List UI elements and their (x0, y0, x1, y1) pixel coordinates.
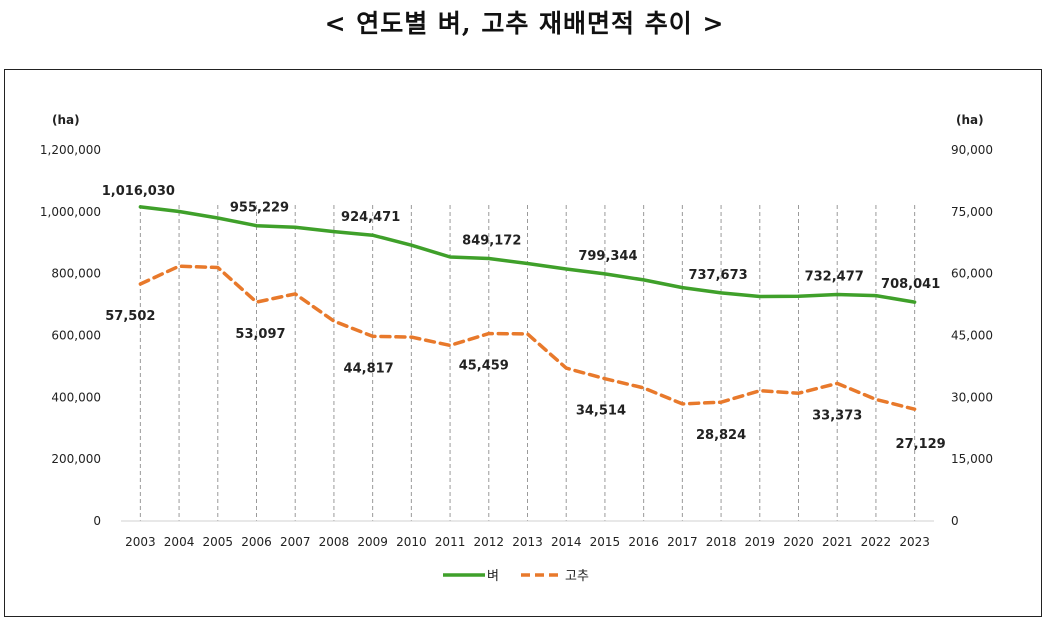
x-tick-label: 2017 (667, 535, 698, 549)
data-label: 33,373 (812, 408, 862, 423)
y-right-unit: (ha) (956, 113, 984, 127)
y-right-tick-label: 0 (951, 514, 959, 528)
data-label: 924,471 (341, 210, 400, 225)
data-label: 849,172 (462, 233, 521, 248)
x-tick-label: 2010 (396, 535, 427, 549)
series-line-pepper (138, 264, 917, 411)
legend-label: 벼 (487, 569, 499, 584)
data-label: 955,229 (230, 201, 289, 216)
x-tick-label: 2006 (241, 535, 272, 549)
y-left-tick-label: 400,000 (51, 390, 101, 404)
x-tick-label: 2022 (861, 535, 892, 549)
data-label: 45,459 (459, 359, 509, 374)
legend-label: 고추 (565, 569, 589, 584)
x-tick-label: 2013 (512, 535, 543, 549)
x-tick-label: 2016 (628, 535, 659, 549)
y-right-tick-label: 45,000 (951, 329, 993, 343)
x-tick-label: 2012 (474, 535, 505, 549)
data-label: 27,129 (896, 437, 946, 452)
y-right-tick-label: 75,000 (951, 205, 993, 219)
y-left-unit: (ha) (52, 113, 80, 127)
y-left-tick-label: 0 (93, 514, 101, 528)
x-tick-label: 2018 (706, 535, 737, 549)
y-left-tick-label: 200,000 (51, 452, 101, 466)
data-label: 799,344 (578, 249, 637, 264)
data-label: 44,817 (344, 361, 394, 376)
x-tick-label: 2011 (435, 535, 466, 549)
y-right-tick-label: 15,000 (951, 452, 993, 466)
data-label: 53,097 (235, 327, 285, 342)
data-label: 708,041 (881, 277, 940, 292)
y-left-tick-label: 800,000 (51, 267, 101, 281)
data-label: 34,514 (576, 404, 626, 419)
y-right-tick-label: 60,000 (951, 267, 993, 281)
data-label: 28,824 (696, 428, 746, 443)
x-tick-label: 2007 (280, 535, 311, 549)
x-tick-label: 2023 (899, 535, 930, 549)
x-tick-label: 2009 (357, 535, 388, 549)
data-label: 737,673 (688, 268, 747, 283)
x-tick-label: 2019 (745, 535, 776, 549)
y-right-tick-label: 30,000 (951, 390, 993, 404)
x-tick-label: 2014 (551, 535, 582, 549)
data-label: 732,477 (805, 270, 864, 285)
x-tick-label: 2020 (783, 535, 814, 549)
x-tick-label: 2021 (822, 535, 853, 549)
data-label: 1,016,030 (102, 184, 175, 199)
y-right-tick-label: 90,000 (951, 143, 993, 157)
x-tick-label: 2004 (164, 535, 195, 549)
y-left-tick-label: 600,000 (51, 329, 101, 343)
chart-frame (4, 69, 1042, 617)
y-left-tick-label: 1,200,000 (40, 143, 101, 157)
y-left-tick-label: 1,000,000 (40, 205, 101, 219)
series-line-rice (138, 205, 917, 304)
x-tick-label: 2015 (590, 535, 621, 549)
chart-title: < 연도별 벼, 고추 재배면적 추이 > (324, 9, 725, 38)
data-label: 57,502 (105, 309, 155, 324)
x-tick-label: 2005 (203, 535, 234, 549)
x-tick-label: 2008 (319, 535, 350, 549)
x-tick-label: 2003 (125, 535, 156, 549)
